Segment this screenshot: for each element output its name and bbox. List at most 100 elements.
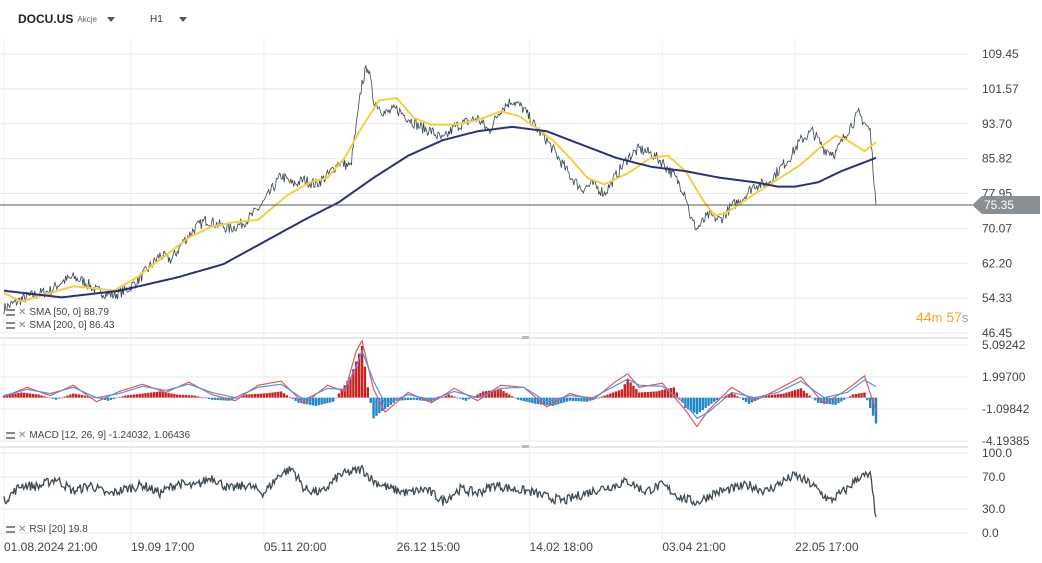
macd-histogram-bar <box>415 397 419 401</box>
symbol-label[interactable]: DOCU.US <box>18 12 74 26</box>
macd-histogram-bar <box>202 397 205 399</box>
timer-seconds-unit: s <box>961 310 969 325</box>
macd-histogram-bar <box>666 388 670 398</box>
macd-histogram-bar <box>54 397 58 400</box>
macd-histogram-bar <box>407 397 410 401</box>
macd-histogram-bar <box>170 393 173 398</box>
macd-histogram-bar <box>357 353 361 398</box>
macd-histogram-bar <box>713 397 716 402</box>
macd-histogram-bar <box>721 397 725 398</box>
macd-histogram-bar <box>568 397 572 401</box>
settings-icon[interactable] <box>6 526 15 533</box>
macd-histogram-bar <box>334 397 338 399</box>
macd-histogram-bar <box>424 397 427 402</box>
macd-histogram-bar <box>80 395 84 398</box>
sma50-legend[interactable]: ✕ SMA [50, 0] 88.79 <box>6 307 109 318</box>
price-axis-tick: 109.45 <box>982 47 1019 61</box>
candle-timer: 44m 57s <box>916 309 968 325</box>
macd-histogram-bar <box>733 394 736 398</box>
close-icon[interactable]: ✕ <box>18 524 27 535</box>
sma200-legend[interactable]: ✕ SMA [200, 0] 86.43 <box>6 320 114 331</box>
macd-histogram-bar <box>770 394 774 398</box>
macd-histogram-bar <box>788 391 791 398</box>
macd-histogram-bar <box>609 393 612 398</box>
macd-histogram-bar <box>727 394 730 398</box>
macd-histogram-bar <box>638 392 641 398</box>
macd-histogram-bar <box>5 395 9 398</box>
macd-histogram-bar <box>285 395 289 398</box>
macd-histogram-bar <box>542 397 546 405</box>
chevron-down-icon[interactable] <box>106 16 115 22</box>
macd-histogram-bar <box>213 397 216 400</box>
macd-histogram-bar <box>118 397 121 398</box>
macd-histogram-bar <box>2 395 6 398</box>
macd-histogram-bar <box>796 389 800 398</box>
macd-histogram-bar <box>158 391 162 398</box>
price-axis-tick: 101.57 <box>982 82 1019 96</box>
macd-histogram-bar <box>557 397 560 405</box>
macd-histogram-bar <box>74 394 78 398</box>
macd-histogram-bar <box>528 397 531 403</box>
close-icon[interactable]: ✕ <box>18 430 27 441</box>
macd-histogram-bar <box>857 393 860 398</box>
macd-histogram-bar <box>776 394 780 398</box>
macd-histogram-bar <box>499 389 502 398</box>
macd-histogram-bar <box>629 382 632 398</box>
settings-icon[interactable] <box>6 309 15 316</box>
time-axis-tick: 01.08.2024 21:00 <box>4 540 98 554</box>
timeframe-label[interactable]: H1 <box>150 13 163 25</box>
macd-histogram-bar <box>606 394 609 398</box>
close-icon[interactable]: ✕ <box>18 320 27 331</box>
timeframe-selector[interactable]: H1 <box>150 10 187 28</box>
macd-histogram-bar <box>66 395 69 398</box>
macd-histogram-bar <box>690 397 693 412</box>
macd-histogram-bar <box>874 397 878 424</box>
macd-histogram-bar <box>176 394 179 398</box>
macd-histogram-bar <box>375 397 378 416</box>
macd-histogram-bar <box>173 394 176 398</box>
rsi-axis-tick: 70.0 <box>982 470 1006 484</box>
macd-histogram-bar <box>219 397 222 401</box>
macd-histogram-bar <box>196 396 199 398</box>
macd-histogram-bar <box>109 397 113 400</box>
macd-histogram-bar <box>739 397 742 399</box>
macd-histogram-bar <box>378 397 381 414</box>
macd-histogram-bar <box>756 397 759 400</box>
rsi-axis-tick: 0.0 <box>982 526 999 540</box>
macd-histogram-bar <box>750 397 754 403</box>
rsi-legend[interactable]: ✕ RSI [20] 19.8 <box>6 524 88 535</box>
macd-histogram-bar <box>46 397 49 398</box>
macd-histogram-bar <box>86 396 89 398</box>
macd-histogram-bar <box>23 392 26 398</box>
macd-legend[interactable]: ✕ MACD [12, 26, 9] -1.24032, 1.06436 <box>6 430 190 441</box>
macd-histogram-bar <box>450 395 453 398</box>
macd-histogram-bar <box>444 395 447 398</box>
macd-histogram-bar <box>536 397 540 405</box>
macd-histogram-bar <box>372 397 375 419</box>
time-axis-tick: 19.09 17:00 <box>131 540 195 554</box>
macd-histogram-bar <box>825 397 829 404</box>
macd-histogram-bar <box>785 392 788 398</box>
macd-histogram-bar <box>516 397 520 400</box>
macd-histogram-bar <box>207 397 211 400</box>
macd-histogram-bar <box>441 396 445 398</box>
macd-histogram-bar <box>502 391 505 398</box>
macd-histogram-bar <box>404 397 407 401</box>
settings-icon[interactable] <box>6 432 15 439</box>
rsi-axis-tick: 30.0 <box>982 502 1006 516</box>
macd-histogram-bar <box>612 392 615 398</box>
close-icon[interactable]: ✕ <box>18 307 27 318</box>
macd-histogram-bar <box>124 395 127 398</box>
macd-histogram-bar <box>620 389 624 398</box>
macd-histogram-bar <box>34 394 37 398</box>
settings-icon[interactable] <box>6 322 15 329</box>
macd-histogram-bar <box>28 393 32 398</box>
macd-histogram-bar <box>242 395 245 398</box>
macd-histogram-bar <box>762 396 765 398</box>
macd-histogram-bar <box>459 397 462 399</box>
macd-histogram-bar <box>871 397 875 416</box>
chevron-down-icon[interactable] <box>178 16 187 22</box>
macd-histogram-bar <box>210 397 214 400</box>
price-axis-tick: 62.20 <box>982 256 1012 270</box>
